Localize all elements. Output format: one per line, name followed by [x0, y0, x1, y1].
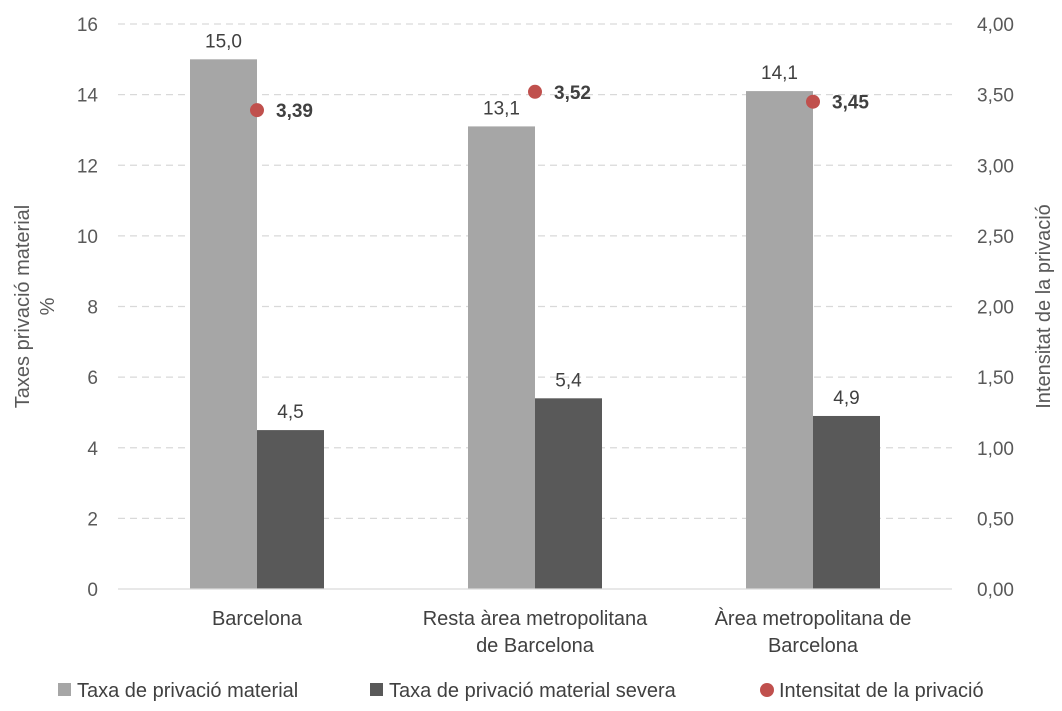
bar-value-label: 4,9: [833, 388, 859, 409]
category-label: Àrea metropolitana de: [715, 607, 912, 630]
y-axis-title-line: Taxes privació material: [12, 205, 34, 408]
legend-label: Intensitat de la privació: [779, 680, 984, 702]
y2-axis-title: Intensitat de la privació: [1033, 204, 1055, 409]
y-axis-title-line: %: [37, 297, 59, 315]
point-group: 3,39 3,52 3,45: [250, 83, 869, 122]
y-axis-title: Taxes privació material%: [12, 205, 59, 408]
bar: [746, 91, 813, 589]
y2-tick-label: 4,00: [977, 15, 1014, 36]
y2-tick-label: 0,00: [977, 580, 1014, 601]
y-tick-label: 0: [87, 580, 98, 601]
legend-label: Taxa de privació material severa: [389, 680, 677, 702]
bar-value-label: 4,5: [277, 402, 303, 423]
legend-swatch: [58, 683, 71, 696]
category-label: de Barcelona: [476, 635, 595, 657]
legend-swatch: [370, 683, 383, 696]
point: [528, 84, 542, 99]
point-value-label: 3,39: [276, 101, 313, 122]
point: [806, 94, 820, 109]
bar: [535, 398, 602, 589]
bar-value-label: 15,0: [205, 31, 242, 52]
y2-tick-label: 2,00: [977, 298, 1014, 319]
bar-value-label: 13,1: [483, 98, 520, 119]
point-value-label: 3,45: [832, 93, 869, 114]
category-label: Resta àrea metropolitana: [423, 608, 648, 630]
point-value-label: 3,52: [554, 83, 591, 104]
legend-label: Taxa de privació material: [77, 680, 298, 702]
y-tick-label: 4: [87, 439, 98, 460]
y2-axis-ticks: 0,00 0,50 1,00 1,50 2,00 2,50 3,00 3,50 4,00: [977, 15, 1014, 601]
bar: [468, 126, 535, 589]
point: [250, 103, 264, 118]
y2-tick-label: 3,50: [977, 86, 1014, 107]
legend-marker: [760, 683, 774, 697]
y-tick-label: 12: [77, 156, 98, 177]
y2-tick-label: 1,00: [977, 439, 1014, 460]
y-tick-label: 2: [87, 509, 98, 530]
y2-tick-label: 2,50: [977, 227, 1014, 248]
y2-tick-label: 1,50: [977, 368, 1014, 389]
y-axis-ticks: 0 2 4 6 8 10 12 14 16: [77, 15, 99, 601]
y2-tick-label: 3,00: [977, 156, 1014, 177]
bar: [190, 59, 257, 589]
bar-group: 15,0 4,5 13,1 5,4 14,1 4,9: [190, 31, 880, 589]
category-label: Barcelona: [768, 635, 859, 657]
y-tick-label: 8: [87, 298, 98, 319]
y-tick-label: 6: [87, 368, 98, 389]
bar: [257, 430, 324, 589]
y2-axis-title: Intensitat de la privació: [1033, 204, 1055, 409]
bar-value-label: 14,1: [761, 63, 798, 84]
category-labels: Barcelona Resta àrea metropolitana de Barc…: [212, 607, 911, 657]
y2-tick-label: 0,50: [977, 509, 1014, 530]
bar: [813, 415, 880, 589]
bar-value-label: 5,4: [555, 370, 582, 391]
legend: Taxa de privació material Taxa de privaci…: [58, 680, 984, 702]
category-label: Barcelona: [212, 608, 303, 630]
y-tick-label: 10: [77, 227, 98, 248]
y-tick-label: 16: [77, 15, 98, 36]
y-tick-label: 14: [77, 86, 99, 107]
